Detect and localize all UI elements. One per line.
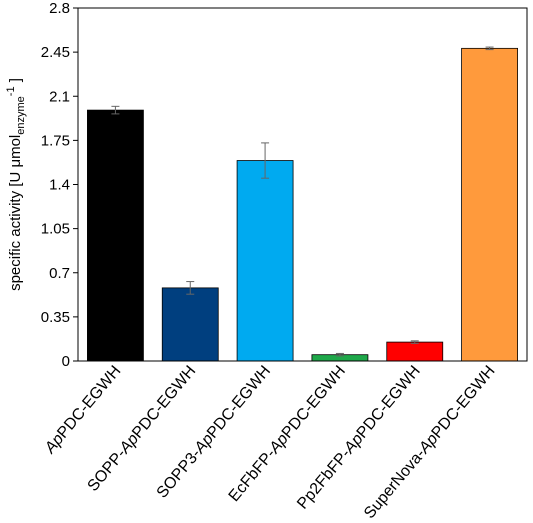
y-tick-label: 0 xyxy=(62,353,70,370)
y-tick-label: 2.45 xyxy=(41,44,70,61)
plot-border xyxy=(77,7,528,362)
bar xyxy=(386,341,444,362)
y-tick-label: 2.8 xyxy=(49,0,70,17)
y-tick-label: 1.05 xyxy=(41,221,70,238)
y-axis-ticks: 0 0.35 0.7 1.05 1.4 1.75 2.1 2.45 2.8 xyxy=(41,0,78,370)
error-bars xyxy=(111,46,494,357)
y-tick-label: 0.35 xyxy=(41,309,70,326)
bar xyxy=(87,109,144,362)
y-axis-title: specific activity [U μmolenzyme-1 ] xyxy=(5,78,27,291)
bars xyxy=(87,47,518,362)
y-axis-label: specific activity [U μmolenzyme-1 ] xyxy=(5,78,27,291)
y-tick-label: 0.7 xyxy=(49,265,70,282)
x-category-label: ApPDC-EGWH xyxy=(41,363,124,458)
y-tick-label: 1.75 xyxy=(41,132,70,149)
bar xyxy=(461,47,518,362)
plot-frame xyxy=(77,7,528,362)
x-category-label: Pp2FbFP-ApPDC-EGWH xyxy=(294,363,424,513)
x-category-label: SuperNova-ApPDC-EGWH xyxy=(361,363,499,522)
bar xyxy=(236,160,294,362)
y-tick-label: 1.4 xyxy=(49,177,70,194)
y-tick-label: 2.1 xyxy=(49,88,70,105)
bar xyxy=(161,287,219,362)
x-axis-labels: ApPDC-EGWHSOPP-ApPDC-EGWHSOPP3-ApPDC-EGW… xyxy=(41,363,499,522)
